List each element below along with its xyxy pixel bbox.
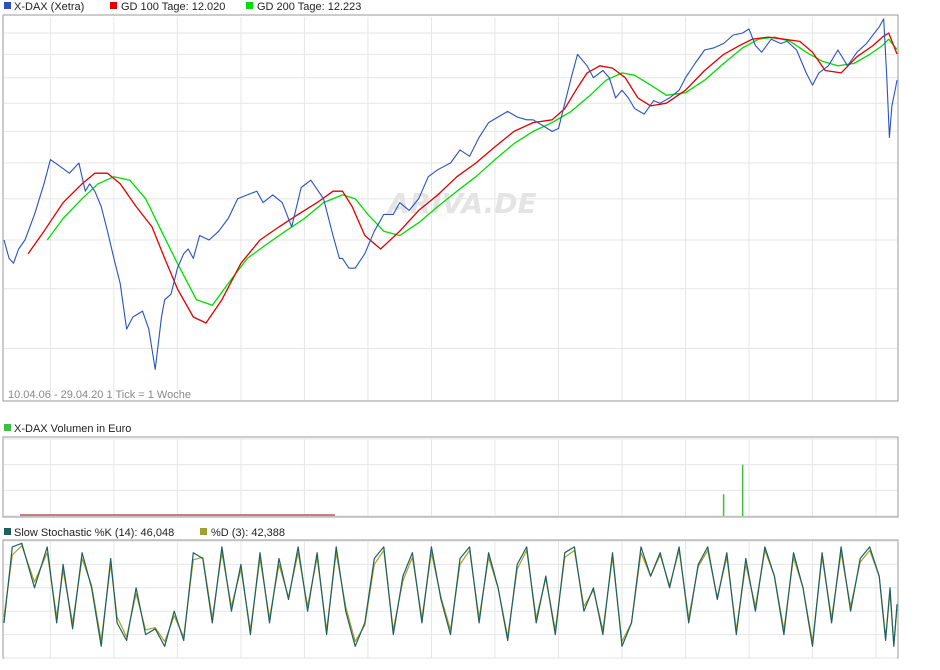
legend-swatch-price (4, 2, 11, 9)
legend-swatch-ma200 (246, 2, 253, 9)
date-range-note: 10.04.06 - 29.04.20 1 Tick = 1 Woche (8, 389, 191, 401)
price-legend: X-DAX (Xetra) GD 100 Tage: 12.020 GD 200… (4, 1, 361, 13)
legend-swatch-k (4, 528, 11, 535)
legend-ma100: GD 100 Tage: 12.020 (121, 1, 225, 13)
legend-volume: X-DAX Volumen in Euro (14, 423, 131, 435)
price-grid (4, 17, 897, 400)
ma100-line (27, 32, 898, 324)
legend-stoch-d: %D (3): 42,388 (211, 527, 285, 539)
volume-legend: X-DAX Volumen in Euro (4, 423, 131, 435)
price-line (3, 18, 898, 370)
volume-frame (2, 436, 899, 518)
volume-grid (4, 438, 897, 517)
stochastic-legend: Slow Stochastic %K (14): 46,048 %D (3): … (4, 527, 285, 539)
stochastic-series (3, 542, 898, 647)
legend-swatch-d (200, 528, 207, 535)
legend-swatch-volume (4, 424, 11, 431)
price-frame (2, 14, 899, 402)
volume-bars (722, 464, 744, 516)
watermark: ARIVA.DE (386, 187, 537, 220)
legend-stoch-k: Slow Stochastic %K (14): 46,048 (14, 527, 174, 539)
legend-ma200: GD 200 Tage: 12.223 (257, 1, 361, 13)
price-series (3, 18, 898, 370)
stoch-k-line (3, 542, 898, 647)
legend-price: X-DAX (Xetra) (14, 1, 84, 13)
legend-swatch-ma100 (110, 2, 117, 9)
